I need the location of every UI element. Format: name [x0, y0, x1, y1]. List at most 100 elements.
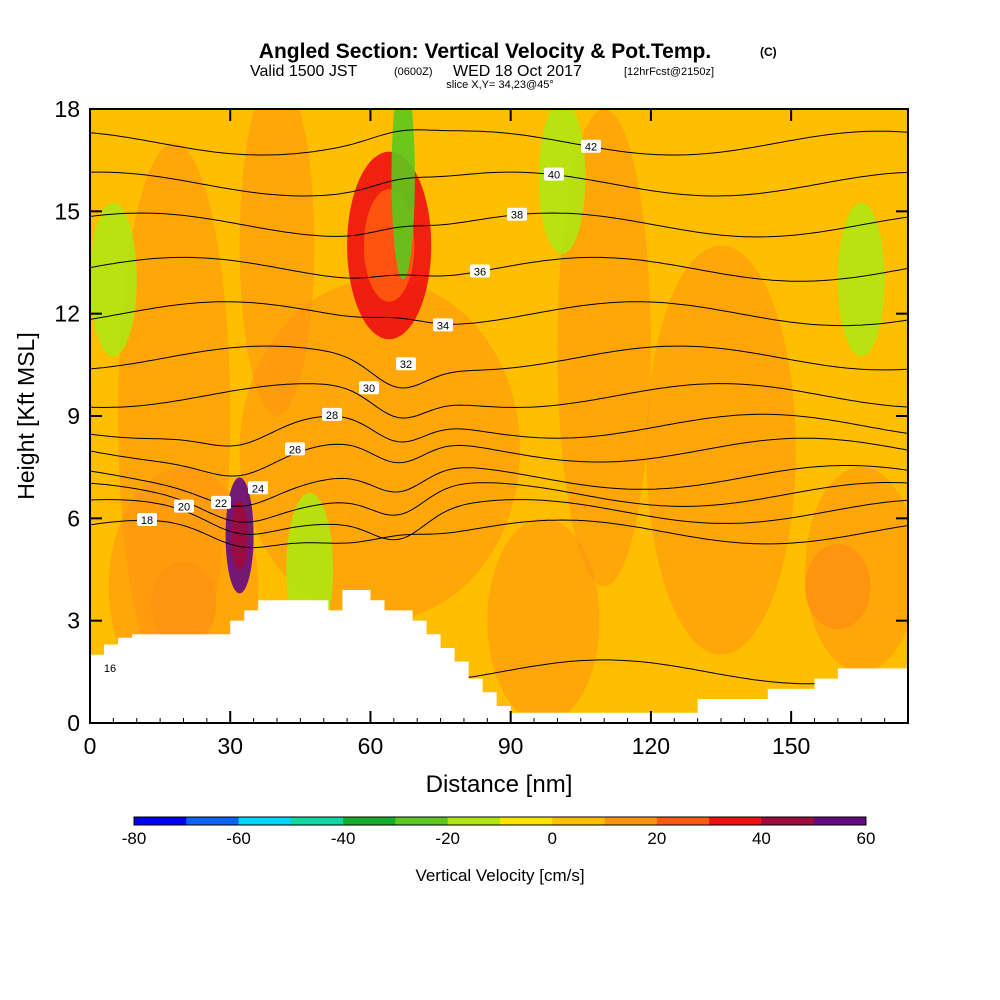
colorbar-tick--40: -40	[331, 829, 356, 848]
velocity-feature-4	[837, 202, 885, 357]
chart-title-suffix: (C)	[760, 45, 777, 59]
colorbar-tick--20: -20	[435, 829, 460, 848]
theta-contour-18	[90, 519, 908, 549]
colorbar-swatch-4	[343, 817, 396, 825]
colorbar-tick-40: 40	[752, 829, 771, 848]
y-tick-label-6: 6	[67, 505, 80, 531]
velocity-band-2	[646, 245, 796, 655]
colorbar-frame	[133, 816, 867, 826]
theta-contour-40	[90, 171, 908, 197]
theta-label-bg-22	[211, 495, 231, 509]
colorbar-swatch-5	[395, 817, 449, 825]
chart-title: Angled Section: Vertical Velocity & Pot.…	[259, 40, 711, 63]
velocity-band-7	[487, 518, 600, 723]
subtitle-forecast: [12hrFcst@2150z]	[624, 66, 714, 78]
x-tick-label-60: 60	[358, 733, 384, 759]
theta-contour-36	[90, 256, 908, 282]
theta-label-bg-28	[322, 407, 342, 421]
velocity-feature-7	[805, 543, 871, 630]
colorbar-swatch-2	[238, 817, 292, 825]
theta-label-bg-16	[100, 661, 120, 675]
colorbar-swatch-0	[134, 817, 187, 825]
theta-contour-30	[90, 383, 908, 419]
theta-label-bg-24	[248, 481, 268, 495]
theta-label-32: 32	[400, 359, 412, 371]
y-tick-label-12: 12	[54, 301, 80, 327]
theta-label-bg-26	[285, 442, 305, 456]
y-tick-label-9: 9	[67, 403, 80, 429]
colorbar-label: Vertical Velocity [cm/s]	[415, 866, 584, 885]
theta-label-22: 22	[215, 498, 227, 510]
theta-label-18: 18	[141, 515, 153, 527]
colorbar-tick--80: -80	[122, 829, 147, 848]
theta-label-26: 26	[289, 444, 301, 456]
colorbar-swatch-13	[813, 817, 867, 825]
theta-label-bg-20	[174, 499, 194, 513]
theta-label-bg-32	[396, 357, 416, 371]
velocity-feature-8	[150, 560, 217, 647]
theta-label-36: 36	[474, 266, 486, 278]
theta-contour-34	[90, 301, 908, 327]
theta-contour-22	[90, 482, 908, 523]
y-tick-label-0: 0	[67, 710, 80, 736]
terrain	[90, 589, 908, 723]
colorbar-swatch-12	[761, 817, 815, 825]
y-axis-label: Height [Kft MSL]	[13, 332, 39, 499]
subtitle-slice: slice X,Y= 34,23@45°	[446, 79, 554, 91]
colorbar-swatch-11	[709, 817, 762, 825]
velocity-feature-2	[391, 109, 415, 280]
x-tick-label-120: 120	[632, 733, 670, 759]
theta-contour-38	[90, 212, 908, 238]
theta-contour-20	[90, 499, 908, 541]
theta-label-28: 28	[326, 410, 338, 422]
colorbar-tick-60: 60	[857, 829, 876, 848]
colorbar: -80 -60 -40 -20 0 20 40 60	[122, 816, 876, 848]
y-tick-label-3: 3	[67, 608, 80, 634]
colorbar-swatch-7	[500, 817, 553, 825]
theta-label-38: 38	[511, 210, 523, 222]
theta-label-16: 16	[104, 663, 116, 675]
x-tick-label-0: 0	[84, 733, 97, 759]
theta-label-bg-40	[544, 167, 564, 181]
x-tick-label-30: 30	[217, 733, 243, 759]
colorbar-swatch-10	[656, 817, 710, 825]
y-tick-label-15: 15	[54, 198, 80, 224]
y-tick-label-18: 18	[54, 96, 80, 122]
velocity-core-1	[231, 500, 248, 571]
x-axis-label: Distance [nm]	[426, 771, 573, 798]
colorbar-swatch-9	[604, 817, 658, 825]
theta-contour-28	[90, 413, 908, 447]
theta-contour-42	[90, 129, 908, 156]
theta-label-bg-38	[507, 207, 527, 221]
subtitle-valid: Valid 1500 JST	[250, 63, 358, 80]
colorbar-swatch-8	[552, 817, 606, 825]
colorbar-tick-20: 20	[647, 829, 666, 848]
colorbar-swatch-1	[186, 817, 240, 825]
theta-label-40: 40	[548, 170, 560, 182]
colorbar-tick--60: -60	[226, 829, 251, 848]
x-tick-label-150: 150	[772, 733, 810, 759]
theta-contour-26	[90, 437, 908, 477]
subtitle-date: WED 18 Oct 2017	[453, 63, 582, 80]
theta-labels: 16 18 20 22 24 26 28 30 32 34 36 38 40 42	[100, 139, 601, 675]
colorbar-swatch-3	[290, 817, 344, 825]
theta-label-24: 24	[252, 483, 264, 495]
velocity-band-3	[557, 109, 651, 587]
theta-label-42: 42	[585, 142, 597, 154]
x-tick-label-90: 90	[498, 733, 524, 759]
velocity-feature-3	[90, 202, 137, 357]
theta-label-bg-36	[470, 264, 490, 278]
velocity-band-4	[239, 109, 315, 416]
subtitle-utc: (0600Z)	[394, 66, 433, 78]
theta-label-30: 30	[363, 383, 375, 395]
colorbar-tick-0: 0	[548, 829, 557, 848]
theta-label-34: 34	[437, 320, 449, 332]
velocity-feature-6	[538, 109, 586, 254]
theta-label-bg-30	[359, 381, 379, 395]
theta-label-bg-18	[137, 513, 157, 527]
theta-label-bg-34	[433, 318, 453, 332]
theta-contour-32	[90, 345, 908, 389]
theta-label-bg-42	[581, 139, 601, 153]
